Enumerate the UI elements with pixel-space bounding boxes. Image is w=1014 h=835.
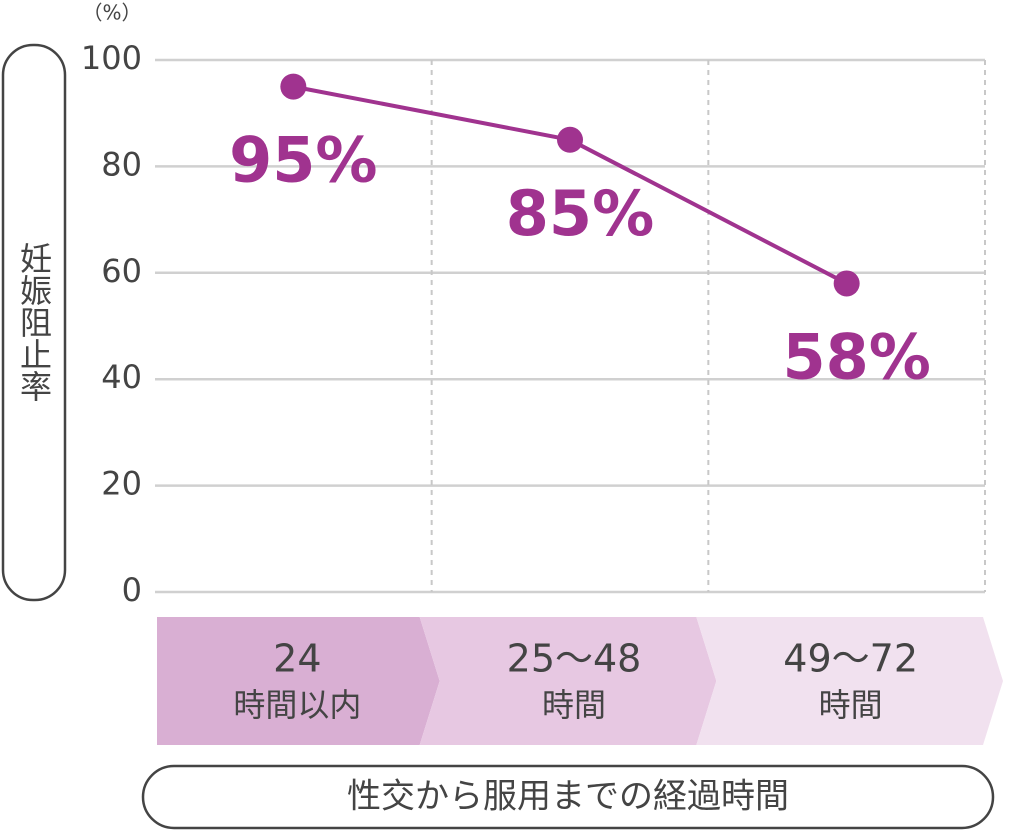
x-axis-label: 性交から服用までの経過時間 — [347, 777, 789, 817]
y-tick-label: 100 — [81, 39, 142, 77]
x-tick-label: 49〜72 — [783, 637, 918, 681]
y-tick-label: 60 — [101, 252, 142, 290]
data-label: 85% — [506, 177, 654, 250]
data-label: 58% — [782, 321, 930, 394]
category-band — [419, 617, 717, 745]
y-tick-label: 40 — [101, 358, 142, 396]
x-tick-label: 時間 — [542, 686, 606, 724]
x-label-box — [141, 764, 995, 830]
x-tick-label: 25〜48 — [507, 637, 642, 681]
y-tick-label: 0 — [122, 571, 142, 609]
data-label: 95% — [229, 124, 377, 197]
y-tick-label: 80 — [101, 145, 142, 183]
data-point — [833, 270, 860, 297]
y-label-box — [1, 43, 67, 602]
y-tick-label: 20 — [101, 465, 142, 503]
x-tick-label: 時間 — [819, 686, 883, 724]
data-point — [280, 73, 307, 100]
y-axis-label: 妊娠阻止率 — [15, 242, 53, 402]
category-band — [696, 617, 1003, 745]
x-tick-label: 24 — [273, 637, 321, 681]
y-unit: （%） — [82, 1, 141, 25]
category-band — [157, 617, 440, 745]
data-point — [557, 126, 583, 153]
x-tick-label: 時間以内 — [233, 686, 361, 724]
